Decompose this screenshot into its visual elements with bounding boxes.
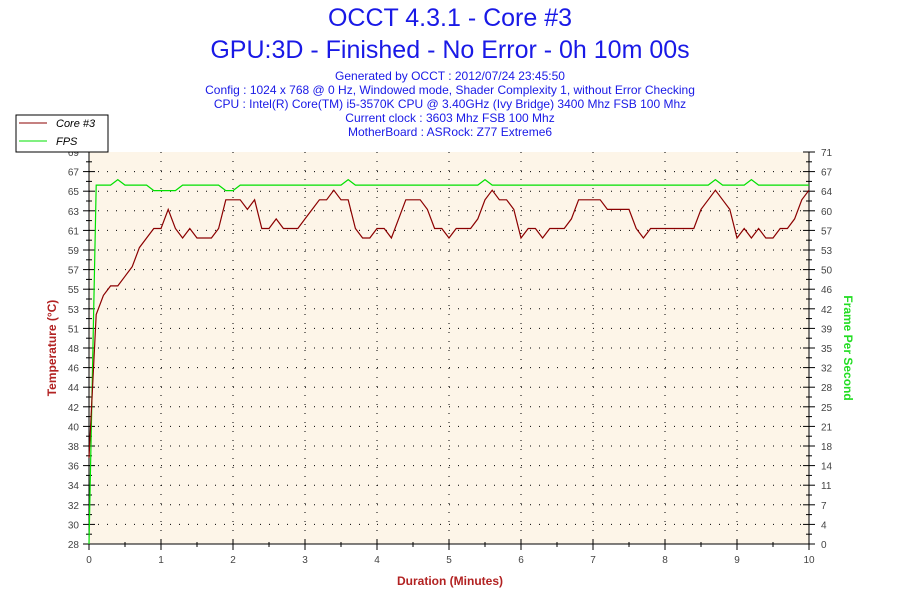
- y2-tick-label: 7: [821, 501, 827, 512]
- y-tick-label: 59: [68, 246, 80, 257]
- x-tick-label: 6: [518, 555, 524, 566]
- y2-tick-label: 60: [821, 207, 833, 218]
- y2-tick-label: 71: [821, 148, 833, 159]
- x-axis-label: Duration (Minutes): [397, 574, 503, 588]
- x-tick-label: 10: [803, 555, 815, 566]
- y2-tick-label: 0: [821, 540, 827, 551]
- y2-tick-label: 35: [821, 344, 833, 355]
- info-motherboard: MotherBoard : ASRock: Z77 Extreme6: [347, 125, 553, 139]
- chart-title: OCCT 4.3.1 - Core #3: [327, 4, 573, 32]
- legend-label-fps: FPS: [56, 136, 78, 148]
- y2-tick-label: 32: [821, 364, 833, 375]
- x-tick-label: 2: [230, 555, 236, 566]
- y2-tick-label: 4: [821, 520, 827, 531]
- y-tick-label: 42: [68, 403, 80, 414]
- y2-tick-label: 67: [821, 168, 833, 179]
- y-tick-label: 67: [68, 168, 80, 179]
- info-clock: Current clock : 3603 Mhz FSB 100 Mhz: [345, 111, 555, 125]
- y2-tick-label: 53: [821, 246, 833, 257]
- x-tick-label: 0: [86, 555, 92, 566]
- y-tick-label: 55: [68, 285, 80, 296]
- y-tick-label: 36: [68, 462, 80, 473]
- y2-tick-label: 57: [821, 226, 833, 237]
- y2-axis-label: Frame Per Second: [841, 295, 855, 400]
- y-tick-label: 34: [68, 481, 80, 492]
- y-tick-label: 57: [68, 266, 80, 277]
- y-tick-label: 48: [68, 344, 80, 355]
- x-tick-label: 3: [302, 555, 308, 566]
- legend: Core #3 FPS: [15, 114, 109, 153]
- y-tick-label: 38: [68, 442, 80, 453]
- y2-tick-label: 18: [821, 442, 833, 453]
- y-tick-label: 30: [68, 520, 80, 531]
- y-tick-label: 63: [68, 207, 80, 218]
- y-tick-label: 28: [68, 540, 80, 551]
- y-tick-label: 40: [68, 422, 80, 433]
- y2-tick-label: 39: [821, 324, 833, 335]
- y2-tick-label: 14: [821, 462, 833, 473]
- y-tick-label: 44: [68, 383, 80, 394]
- y2-tick-label: 42: [821, 305, 833, 316]
- y2-tick-label: 64: [821, 187, 833, 198]
- info-cpu: CPU : Intel(R) Core(TM) i5-3570K CPU @ 3…: [213, 97, 687, 111]
- x-tick-label: 7: [590, 555, 596, 566]
- info-config: Config : 1024 x 768 @ 0 Hz, Windowed mod…: [205, 83, 695, 97]
- y2-tick-label: 25: [821, 403, 833, 414]
- y2-tick-label: 11: [821, 481, 832, 492]
- fps-series-line: [88, 178, 809, 545]
- x-tick-label: 5: [446, 555, 452, 566]
- x-tick-label: 1: [158, 555, 164, 566]
- y-tick-label: 53: [68, 305, 80, 316]
- y2-tick-label: 21: [821, 422, 833, 433]
- y2-tick-label: 46: [821, 285, 833, 296]
- y2-tick-label: 50: [821, 266, 833, 277]
- chart-subtitle: GPU:3D - Finished - No Error - 0h 10m 00…: [210, 36, 690, 64]
- y-tick-label: 65: [68, 187, 80, 198]
- y-tick-label: 32: [68, 501, 80, 512]
- y-axis-label: Temperature (°C): [45, 300, 59, 397]
- x-tick-label: 8: [662, 555, 668, 566]
- x-tick-label: 9: [734, 555, 740, 566]
- info-generated: Generated by OCCT : 2012/07/24 23:45:50: [335, 69, 565, 83]
- core3-series-line: [88, 189, 810, 459]
- legend-label-core3: Core #3: [56, 118, 96, 130]
- y-tick-label: 51: [68, 324, 80, 335]
- y-tick-label: 46: [68, 364, 80, 375]
- y-tick-label: 69: [68, 148, 80, 159]
- y-tick-label: 61: [68, 226, 80, 237]
- x-tick-label: 4: [374, 555, 380, 566]
- y2-tick-label: 28: [821, 383, 833, 394]
